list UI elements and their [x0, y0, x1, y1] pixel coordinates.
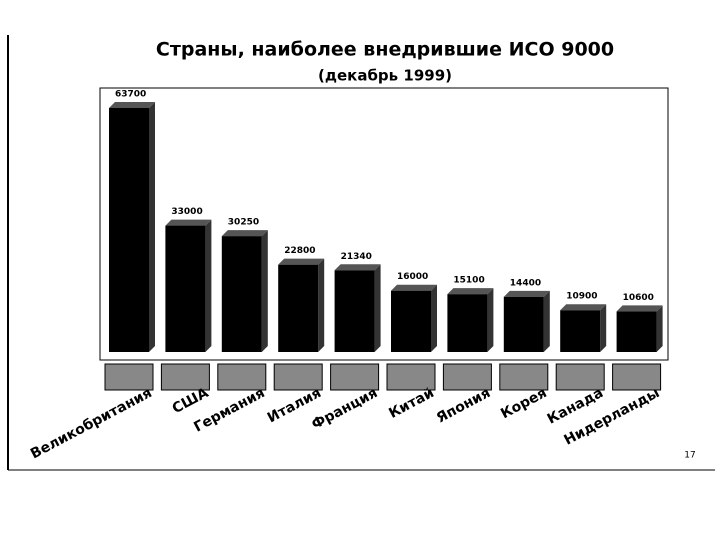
flag: [386, 363, 436, 391]
plot-frame: [99, 87, 669, 361]
x-tick-label: Нидерланды: [562, 385, 663, 449]
value-label: 10600: [623, 293, 654, 303]
flag: [612, 363, 662, 391]
flag: [499, 363, 549, 391]
bar-side: [543, 290, 550, 352]
bar-side: [149, 102, 155, 352]
value-label: 30250: [228, 218, 259, 228]
bar: [221, 236, 262, 352]
bar-top: [616, 305, 663, 312]
value-label: 14400: [510, 278, 541, 288]
flag: [442, 363, 492, 391]
bar-side: [318, 258, 325, 352]
value-label: 33000: [171, 207, 202, 217]
x-tick-label: Корея: [498, 385, 549, 422]
flag: [330, 363, 380, 391]
bar-top: [334, 264, 381, 271]
bar: [278, 264, 319, 352]
bar-top: [278, 258, 325, 265]
flag: [160, 363, 210, 391]
page-number: 17: [684, 451, 695, 461]
bar-top: [447, 288, 494, 295]
flag: [273, 363, 323, 391]
bar: [391, 290, 431, 352]
bar: [503, 296, 544, 352]
chart-title: Страны, наиболее внедрившие ИСО 9000: [156, 39, 614, 61]
chart-subtitle: (декабрь 1999): [318, 67, 452, 85]
bar: [447, 294, 488, 352]
bar: [109, 108, 149, 352]
value-label: 16000: [397, 272, 428, 282]
bar-side: [374, 264, 381, 352]
value-label: 22800: [284, 246, 315, 256]
value-label: 63700: [115, 90, 146, 100]
bar-top: [503, 290, 550, 297]
flag: [555, 363, 605, 391]
x-tick-label: Великобритания: [28, 385, 155, 463]
bar-top: [560, 304, 607, 311]
bar-top: [391, 284, 437, 291]
value-label: 10900: [566, 292, 597, 302]
bar-top: [109, 102, 155, 108]
bar-side: [431, 284, 437, 352]
bar-side: [600, 304, 607, 352]
bar-side: [205, 219, 212, 352]
bar-side: [261, 230, 268, 352]
bar-side: [487, 288, 494, 352]
bar-side: [656, 305, 663, 352]
bar: [334, 270, 375, 352]
bar-top: [221, 230, 268, 237]
value-label: 21340: [341, 252, 372, 262]
bar: [616, 311, 657, 352]
bar: [165, 225, 206, 352]
value-label: 15100: [453, 276, 484, 286]
x-tick-label: Япония: [434, 385, 493, 427]
flag: [104, 363, 154, 391]
bar: [560, 310, 601, 352]
bar-top: [165, 219, 212, 226]
flag: [217, 363, 267, 391]
